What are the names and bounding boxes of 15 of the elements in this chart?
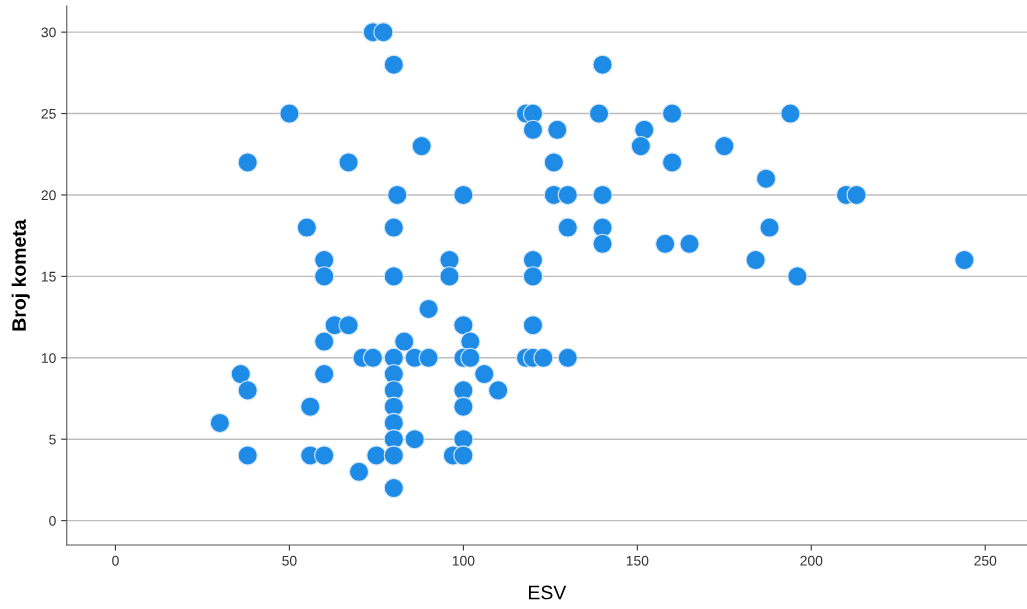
x-tick-label: 150	[626, 555, 649, 566]
y-tick-label: 0	[49, 515, 56, 526]
y-tick-label: 20	[41, 190, 56, 201]
y-axis-title: Broj kometa	[11, 219, 30, 331]
x-tick-label: 250	[974, 555, 997, 566]
y-tick-label: 30	[41, 27, 56, 38]
x-tick-label: 200	[800, 555, 823, 566]
x-tick-label: 50	[282, 555, 297, 566]
x-tick-label: 100	[452, 555, 475, 566]
y-tick-label: 10	[41, 353, 56, 363]
x-tick-label: 0	[112, 555, 119, 566]
y-tick-label: 5	[49, 434, 56, 445]
x-axis-title: ESV	[529, 585, 567, 600]
y-tick-label: 25	[41, 108, 56, 119]
y-tick-label: 15	[41, 271, 56, 282]
